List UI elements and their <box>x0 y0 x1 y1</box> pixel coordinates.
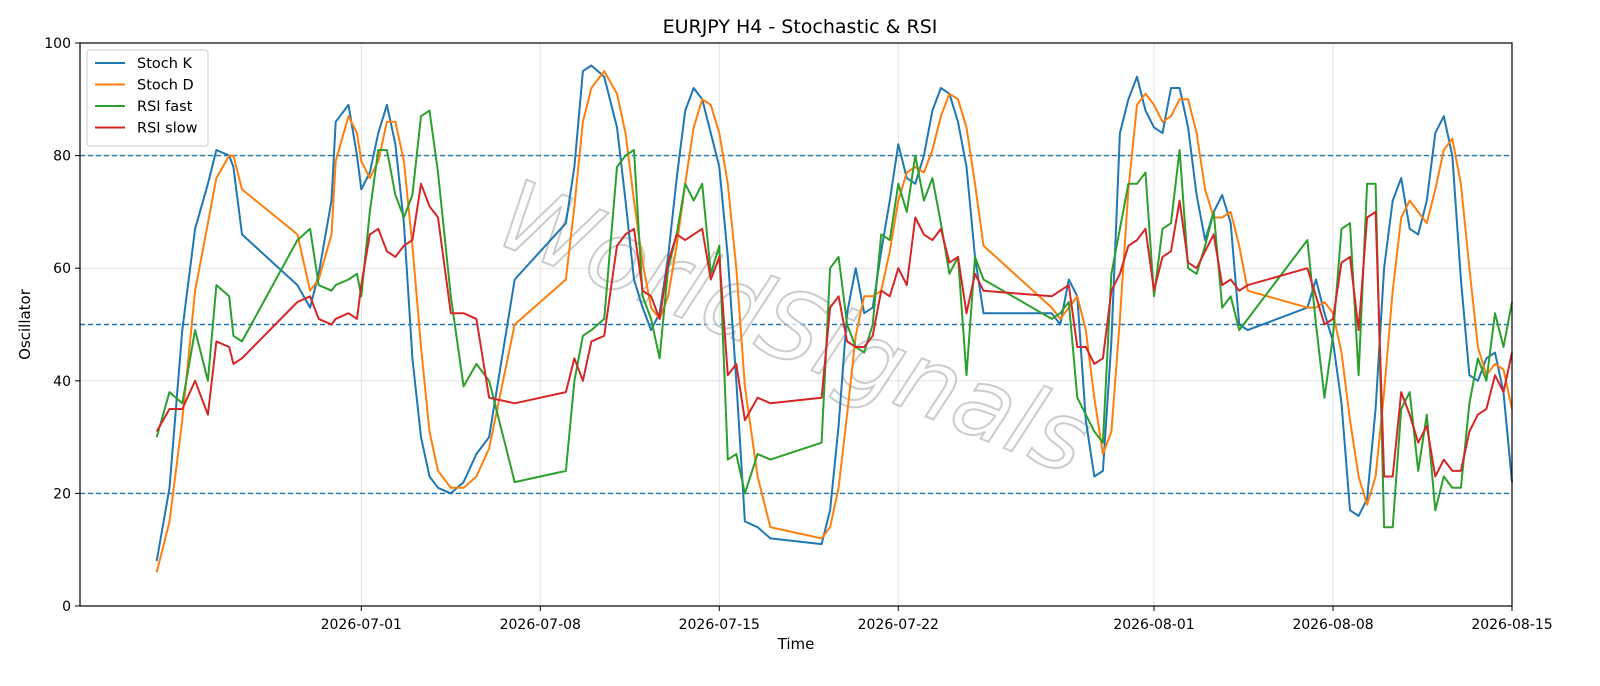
legend-label-stoch-d: Stoch D <box>137 78 194 94</box>
y-axis-label: Oscillator <box>16 288 34 360</box>
chart-title: EURJPY H4 - Stochastic & RSI <box>663 16 938 38</box>
y-tick-label: 40 <box>53 374 71 390</box>
x-tick-label: 2026-07-08 <box>500 617 581 633</box>
reference-lines <box>80 154 1512 495</box>
plot-area: WorldSignals <box>79 42 1513 607</box>
x-tick-label: 2026-07-22 <box>858 617 939 633</box>
legend-box <box>86 49 209 147</box>
plot-frame <box>79 42 1513 607</box>
y-axis: 0 20 40 60 80 100 <box>44 36 80 615</box>
series-line-rsi-slow <box>155 182 1513 478</box>
x-tick-label: 2026-07-15 <box>679 617 760 633</box>
y-tick-label: 60 <box>53 261 71 277</box>
x-tick-label: 2026-07-01 <box>321 617 402 633</box>
series-layer <box>155 64 1513 573</box>
y-tick-label: 20 <box>53 486 71 502</box>
x-tick-label: 2026-08-01 <box>1113 617 1194 633</box>
legend-label-rsi-slow: RSI slow <box>137 121 198 137</box>
x-tick-label: 2026-08-08 <box>1292 617 1373 633</box>
y-tick-label: 0 <box>62 599 71 615</box>
legend-label-rsi-fast: RSI fast <box>137 99 193 115</box>
series-line-stoch-k <box>155 64 1513 562</box>
x-tick-label: 2026-08-15 <box>1471 617 1552 633</box>
series-line-rsi-fast <box>155 109 1513 529</box>
y-tick-label: 100 <box>44 36 71 52</box>
x-axis-label: Time <box>777 635 815 653</box>
legend-label-stoch-k: Stoch K <box>137 56 193 72</box>
x-axis: 2026-07-01 2026-07-08 2026-07-15 2026-07-22… <box>321 606 1553 633</box>
legend: Stoch K Stoch D RSI fast RSI slow <box>86 49 209 147</box>
y-tick-label: 80 <box>53 149 71 165</box>
